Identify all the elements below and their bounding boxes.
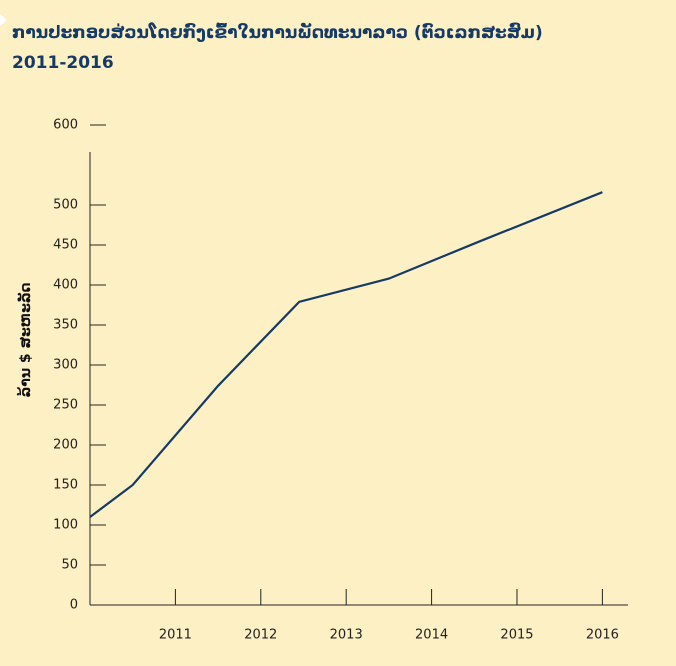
y-tick-label: 0	[70, 598, 78, 613]
data-line	[89, 191, 603, 518]
y-tick-label: 600	[53, 118, 78, 133]
x-tick-label: 2012	[244, 628, 277, 643]
chart-title: ການປະກອບສ່ວນໂດຍກົງເຂົ້າໃນການພັດທະນາລາວ (…	[12, 21, 543, 43]
y-tick-label: 400	[53, 278, 78, 293]
x-tick-label: 2015	[500, 628, 533, 643]
y-tick-label: 350	[53, 318, 78, 333]
y-tick-label: 150	[53, 478, 78, 493]
y-tick-label: 200	[53, 438, 78, 453]
chart-subtitle: 2011-2016	[12, 53, 114, 73]
y-tick-label: 300	[53, 358, 78, 373]
y-tick-label: 50	[61, 558, 78, 573]
x-tick-label: 2013	[330, 628, 363, 643]
x-tick-label: 2016	[586, 628, 619, 643]
x-tick-label: 2014	[415, 628, 448, 643]
y-tick-label: 250	[53, 398, 78, 413]
x-tick-label: 2011	[159, 628, 192, 643]
y-tick-label: 450	[53, 238, 78, 253]
y-axis-label: ລ້ານ $ ສະຫະລັດ	[16, 282, 34, 397]
y-tick-label: 100	[53, 518, 78, 533]
corner-marker	[0, 14, 7, 26]
y-tick-label: 500	[53, 198, 78, 213]
